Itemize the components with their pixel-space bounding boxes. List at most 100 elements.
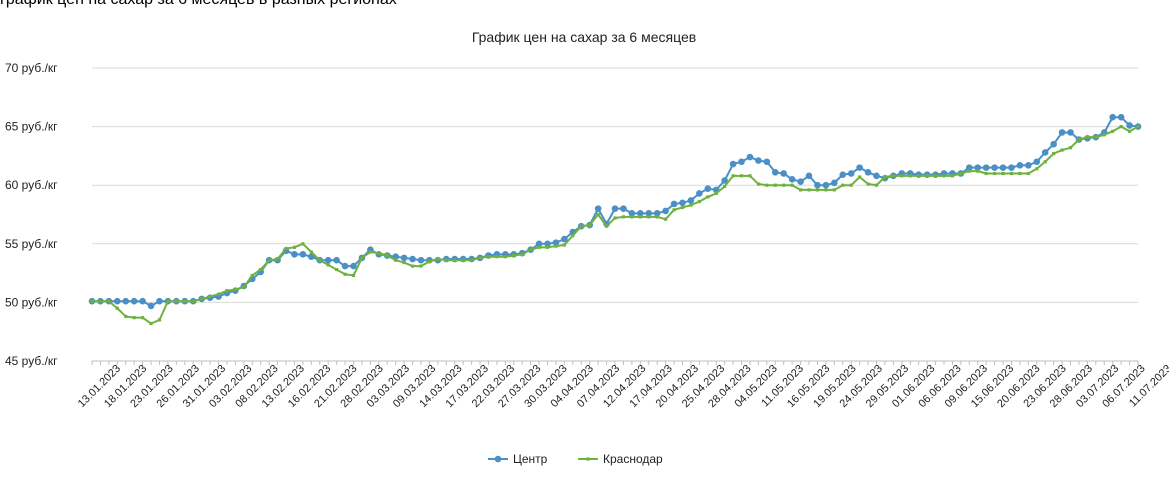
data-point: [377, 251, 381, 255]
x-axis-ticks: 13.01.202318.01.202323.01.202326.01.2023…: [76, 361, 1169, 410]
data-point: [841, 183, 845, 187]
data-point: [410, 264, 415, 268]
data-point: [773, 183, 777, 187]
data-point: [275, 257, 280, 261]
data-point: [250, 273, 254, 278]
data-point: [839, 171, 847, 178]
data-point: [122, 297, 130, 305]
data-point: [453, 258, 457, 262]
data-point: [368, 250, 372, 254]
data-point: [950, 174, 955, 178]
data-point: [680, 205, 685, 210]
data-point: [1111, 129, 1115, 133]
data-point: [394, 258, 398, 262]
data-point: [400, 254, 408, 262]
data-point: [883, 175, 887, 179]
data-point: [645, 210, 653, 217]
data-point: [959, 171, 963, 176]
data-point: [974, 164, 982, 171]
data-point: [478, 256, 482, 260]
data-point: [417, 256, 425, 264]
data-point: [512, 253, 516, 258]
data-point: [174, 299, 178, 303]
data-point: [797, 178, 804, 185]
data-point: [1041, 149, 1049, 156]
data-point: [284, 246, 288, 251]
data-point: [147, 302, 155, 310]
data-point: [1043, 160, 1047, 164]
data-point: [662, 207, 669, 215]
data-point: [729, 160, 737, 168]
data-point: [999, 164, 1007, 171]
data-point: [832, 188, 836, 192]
data-point: [873, 172, 880, 180]
data-point: [130, 297, 138, 305]
data-point: [225, 289, 229, 293]
data-point: [552, 239, 560, 246]
data-point: [755, 157, 762, 164]
data-point: [1126, 122, 1133, 129]
data-point: [721, 177, 728, 184]
series-lines: [88, 113, 1142, 326]
data-point: [900, 174, 904, 178]
data-point: [738, 158, 745, 166]
data-point: [672, 208, 676, 212]
data-point: [301, 242, 305, 246]
data-point: [822, 181, 830, 189]
data-point: [807, 188, 811, 192]
data-point: [771, 169, 779, 176]
data-point: [360, 256, 364, 260]
data-point: [611, 205, 619, 212]
data-point: [856, 164, 863, 171]
data-point: [1067, 129, 1074, 136]
data-point: [967, 169, 971, 173]
data-point: [824, 188, 828, 192]
data-point: [687, 197, 695, 204]
data-point: [1068, 146, 1073, 150]
data-point: [723, 184, 727, 188]
data-point: [1085, 135, 1089, 139]
data-point: [630, 215, 634, 219]
data-point: [461, 258, 465, 262]
data-point: [831, 179, 838, 187]
data-point: [561, 235, 568, 243]
data-point: [149, 321, 153, 326]
data-point: [292, 245, 297, 249]
data-point: [1127, 129, 1132, 133]
data-point: [992, 171, 997, 176]
data-point: [208, 294, 212, 299]
data-point: [535, 240, 543, 248]
chart-legend: Центр Краснодар: [488, 452, 663, 466]
data-point: [335, 267, 339, 272]
clipped-heading-text: график цен на сахар за 6 месяцев в разны…: [0, 0, 397, 9]
data-point: [141, 316, 145, 320]
data-point: [309, 250, 313, 254]
data-point: [324, 256, 332, 264]
data-point: [731, 174, 735, 178]
data-point: [385, 253, 389, 258]
data-point: [756, 182, 761, 186]
data-point: [139, 297, 146, 305]
data-point: [1018, 171, 1022, 176]
data-point: [991, 164, 998, 171]
data-point: [1102, 133, 1106, 137]
y-tick-label: 60 руб./кг: [5, 178, 58, 192]
data-point: [596, 212, 600, 217]
data-point: [318, 258, 322, 262]
data-point: [259, 267, 263, 272]
data-point: [704, 185, 712, 193]
legend-marker: [586, 457, 590, 461]
data-point: [191, 299, 195, 303]
data-point: [520, 252, 524, 256]
data-point: [637, 210, 644, 217]
data-point: [739, 174, 744, 178]
data-point: [588, 223, 592, 227]
data-point: [529, 248, 533, 252]
data-point: [638, 215, 642, 219]
data-point: [242, 285, 246, 289]
data-point: [444, 258, 448, 262]
data-point: [156, 297, 163, 305]
data-point: [664, 217, 668, 221]
data-point: [714, 191, 718, 196]
